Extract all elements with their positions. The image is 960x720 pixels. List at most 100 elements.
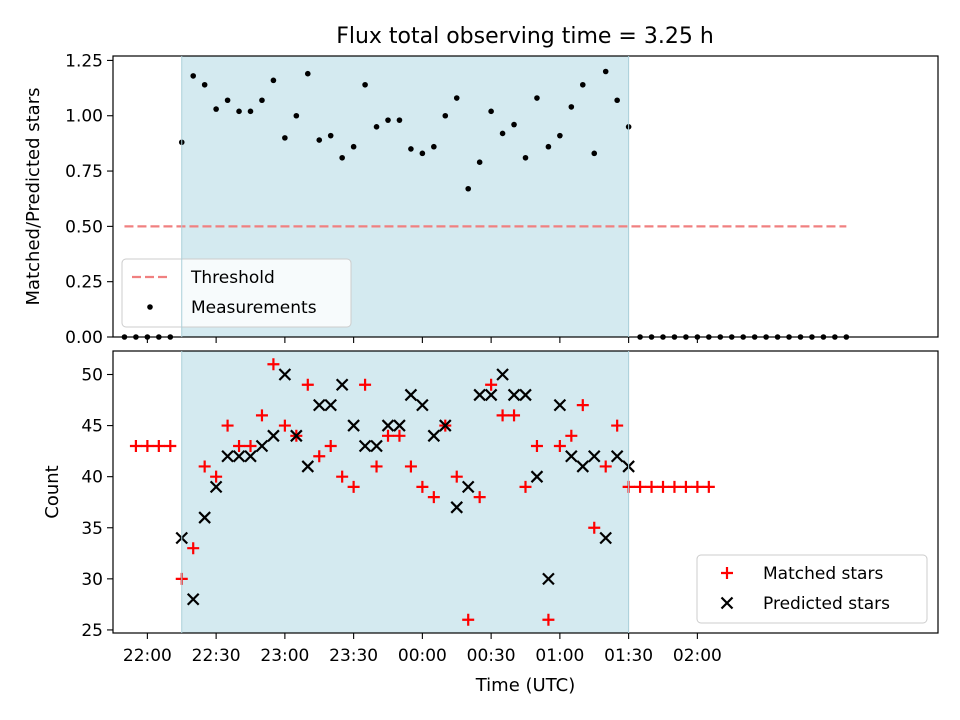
x-tick-label: 02:00: [673, 646, 722, 666]
legend-box: [696, 554, 928, 624]
legend-matched-label: Matched stars: [763, 564, 883, 584]
matched-star-point: [416, 480, 429, 493]
predicted-star-point: [381, 419, 395, 432]
ratio-panel: 0.00 0.25 0.50 0.75 1.00 1.25 Matched/Predict…: [23, 51, 939, 348]
predicted-star-point: [221, 449, 234, 463]
legend-matched-swatch: [721, 567, 733, 579]
predicted-star-point: [439, 419, 452, 432]
y-tick-label: 0.50: [65, 217, 103, 237]
measurement-point: [316, 137, 323, 143]
x-tick-label: 00:30: [467, 646, 516, 666]
matched-star-point: [450, 470, 463, 483]
measurement-point: [568, 104, 575, 110]
predicted-star-point: [312, 398, 326, 412]
predicted-star-point: [198, 511, 211, 524]
predicted-star-point: [496, 368, 509, 381]
predicted-star-point: [587, 449, 601, 463]
matched-star-point: [485, 378, 498, 391]
matched-star-point: [702, 480, 715, 493]
matched-star-point: [244, 440, 257, 453]
predicted-star-point: [416, 398, 429, 412]
measurement-point: [534, 95, 540, 101]
matched-star-point: [519, 480, 532, 493]
chart-title: Flux total observing time = 3.25 h: [336, 24, 714, 49]
matched-star-point: [679, 480, 692, 493]
matched-star-point: [301, 378, 314, 391]
measurement-point: [247, 108, 254, 115]
matched-star-point: [347, 480, 360, 493]
matched-star-point: [657, 480, 669, 493]
predicted-star-point: [461, 480, 475, 494]
predicted-star-point: [347, 419, 360, 432]
predicted-star-point: [301, 460, 315, 473]
predicted-star-point: [393, 419, 406, 432]
predicted-star-point: [244, 449, 257, 463]
matched-star-point: [152, 440, 165, 453]
y-tick-label: 45: [81, 417, 103, 437]
matched-star-point: [255, 409, 268, 422]
measurement-point: [282, 135, 288, 141]
ratio-panel-frame: [112, 55, 939, 338]
predicted-star-point: [358, 439, 372, 453]
count-panel: 25 30 35 40 45 50 22:00 22:30 23:00 23:30 00:00 00…: [42, 350, 939, 696]
measurement-point: [362, 81, 368, 88]
x-tick-label: 23:00: [260, 646, 309, 666]
predicted-star-point: [290, 429, 303, 443]
predicted-star-point: [610, 449, 624, 463]
x-tick-label: 22:30: [192, 646, 241, 666]
measurement-point: [339, 154, 345, 161]
x-tick-label: 01:30: [604, 646, 653, 666]
x-tick-label: 22:00: [123, 646, 172, 666]
predicted-star-point: [335, 378, 349, 391]
predicted-star-point: [404, 388, 418, 402]
predicted-star-point: [530, 470, 544, 483]
matched-star-point: [588, 521, 601, 534]
matched-star-point: [473, 491, 486, 504]
legend-threshold-label: Threshold: [190, 268, 275, 288]
measurement-point: [499, 130, 506, 137]
matched-star-point: [370, 460, 383, 473]
measurement-point: [304, 70, 311, 77]
matched-star-point: [427, 491, 440, 504]
matched-star-point: [393, 429, 406, 442]
matched-star-point: [565, 429, 578, 442]
y-tick-label: 35: [81, 519, 103, 539]
measurement-point: [465, 185, 472, 192]
measurement-point: [442, 112, 449, 119]
measurement-point: [201, 81, 208, 88]
measurement-point: [270, 77, 277, 84]
predicted-star-point: [576, 460, 590, 473]
measurement-point: [350, 143, 357, 150]
y-tick-label: 1.00: [65, 107, 103, 127]
predicted-star-point: [255, 439, 269, 453]
ratio-y-ticks: 0.00 0.25 0.50 0.75 1.00 1.25: [65, 51, 113, 348]
x-tick-label: 23:30: [329, 646, 378, 666]
matched-star-point: [576, 399, 589, 412]
measurement-point: [522, 154, 529, 161]
predicted-star-point: [427, 429, 441, 443]
y-tick-label: 0.25: [65, 273, 103, 293]
measurement-point: [431, 143, 437, 150]
y-tick-label: 50: [81, 366, 103, 386]
measurement-point: [419, 150, 426, 157]
matched-star-point: [542, 613, 555, 626]
predicted-star-point: [542, 572, 555, 586]
y-tick-label: 0.00: [65, 328, 103, 348]
measurement-point: [327, 132, 334, 139]
measurement-point: [453, 95, 460, 101]
measurement-point: [557, 132, 563, 139]
predicted-star-point: [186, 593, 200, 606]
time-x-ticks: 22:00 22:30 23:00 23:30 00:00 00:30 01:00 01:30…: [123, 633, 722, 666]
predicted-star-point: [484, 388, 498, 402]
predicted-star-point: [565, 449, 578, 463]
predicted-star-point: [599, 531, 612, 545]
matched-star-point: [404, 460, 417, 473]
legend-measurement-swatch: [147, 304, 153, 310]
legend-measurement-label: Measurements: [191, 298, 317, 318]
matched-star-point: [164, 440, 177, 453]
ratio-legend: Threshold Measurements: [121, 258, 352, 328]
predicted-star-point: [370, 439, 383, 453]
predicted-star-point: [553, 398, 567, 412]
measurement-points: [121, 68, 850, 340]
